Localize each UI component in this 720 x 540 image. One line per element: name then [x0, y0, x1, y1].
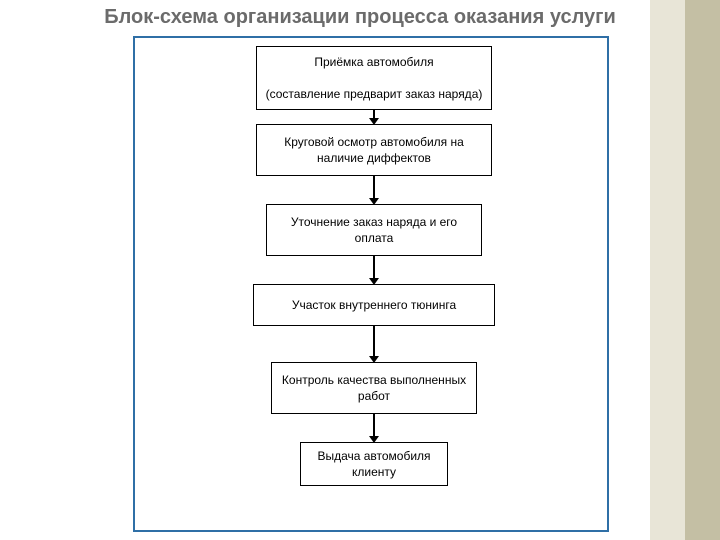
side-accent-dark — [685, 0, 720, 540]
flow-node-label: Контроль качества выполненныхработ — [282, 372, 466, 404]
page-title: Блок-схема организации процесса оказания… — [0, 6, 720, 29]
flow-node-label: Круговой осмотр автомобиля наналичие диф… — [284, 134, 464, 166]
flow-edge-n2-n3 — [373, 176, 375, 199]
flow-node-n4: Участок внутреннего тюнинга — [253, 284, 495, 326]
flow-node-label: Приёмка автомобиля(составление предварит… — [266, 54, 483, 103]
flow-node-n5: Контроль качества выполненныхработ — [271, 362, 477, 414]
flow-node-label: Уточнение заказ наряда и егооплата — [291, 214, 457, 246]
flow-edge-n4-n5 — [373, 326, 375, 357]
flow-node-label: Участок внутреннего тюнинга — [292, 297, 456, 313]
flow-edge-n3-n4 — [373, 256, 375, 279]
flow-edge-head-n2-n3 — [369, 198, 379, 205]
flow-edge-n5-n6 — [373, 414, 375, 437]
side-accent-stripe — [650, 0, 720, 540]
side-accent-light — [650, 0, 685, 540]
flow-node-n2: Круговой осмотр автомобиля наналичие диф… — [256, 124, 492, 176]
flow-node-n3: Уточнение заказ наряда и егооплата — [266, 204, 482, 256]
flow-node-label: Выдача автомобиляклиенту — [317, 448, 430, 480]
flow-edge-head-n4-n5 — [369, 356, 379, 363]
flow-node-n6: Выдача автомобиляклиенту — [300, 442, 448, 486]
flow-node-n1: Приёмка автомобиля(составление предварит… — [256, 46, 492, 110]
flow-edge-head-n3-n4 — [369, 278, 379, 285]
flow-edge-head-n5-n6 — [369, 436, 379, 443]
flow-edge-head-n1-n2 — [369, 118, 379, 125]
